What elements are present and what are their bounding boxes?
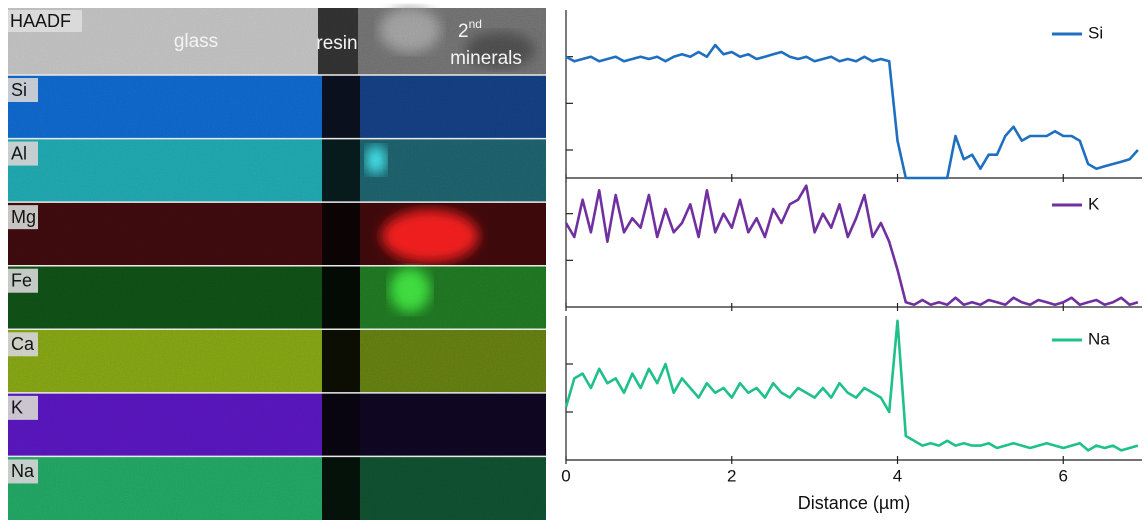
glass-label: glass: [174, 31, 218, 52]
minerals-number: 2nd: [458, 17, 482, 42]
x-tick-label: 4: [893, 466, 902, 485]
x-tick-label: 2: [727, 466, 736, 485]
legend-label: Si: [1088, 23, 1103, 42]
suffix: nd: [469, 17, 482, 31]
x-tick-label: 6: [1059, 466, 1068, 485]
x-tick-label: 0: [561, 466, 570, 485]
noise: [8, 8, 546, 520]
minerals-label: minerals: [450, 48, 522, 69]
x-axis-label: Distance (µm): [798, 493, 910, 513]
data-line: [565, 43, 1139, 180]
number: 2: [458, 21, 469, 42]
legend-label: Na: [1088, 329, 1110, 348]
legend-label: K: [1088, 194, 1100, 213]
data-line: [564, 319, 1139, 452]
data-line: [564, 184, 1139, 306]
resin-label: resin: [316, 33, 357, 54]
